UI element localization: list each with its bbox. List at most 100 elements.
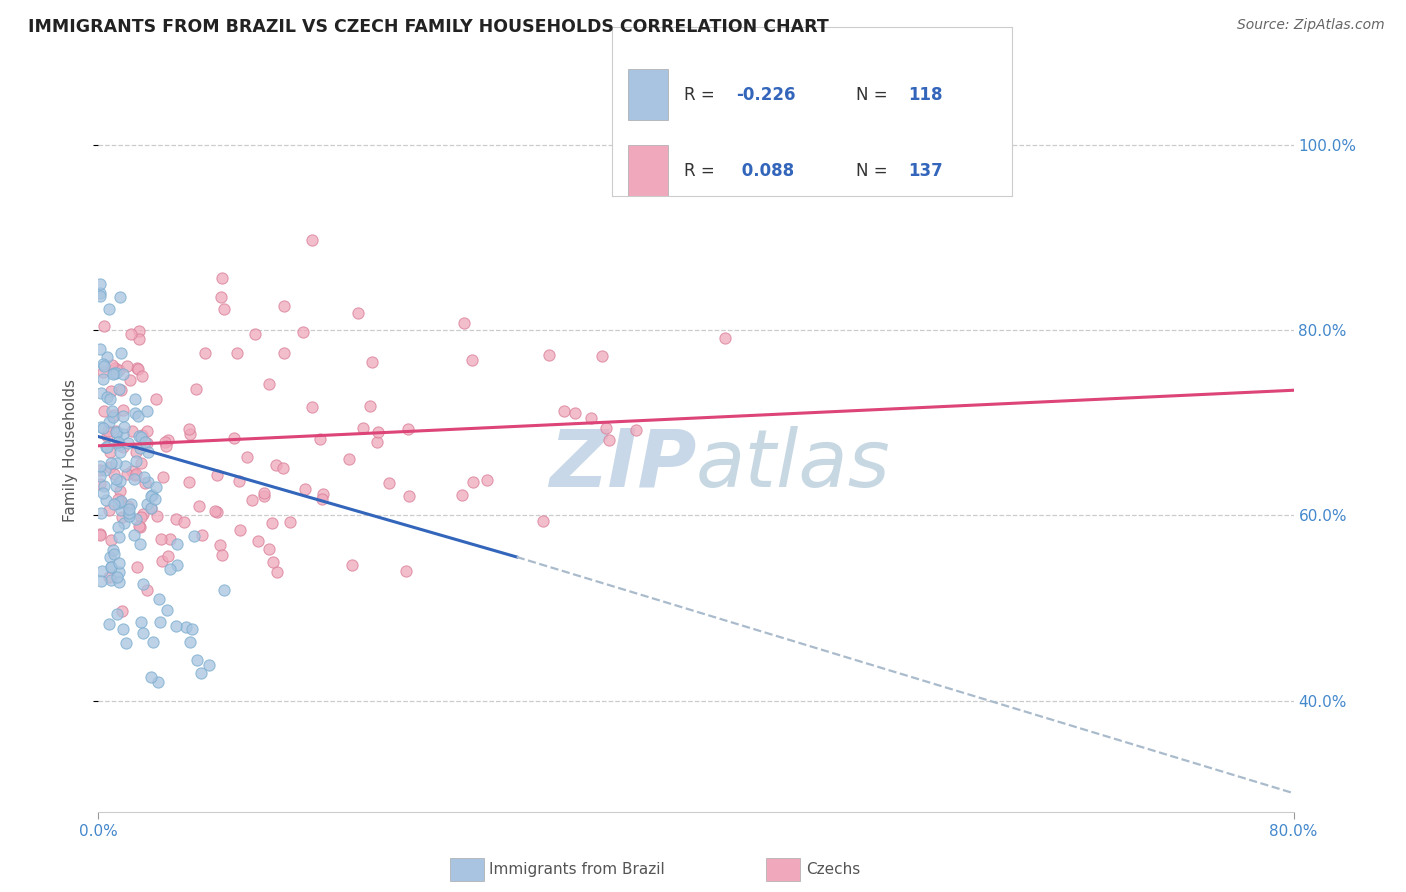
Point bbox=[89, 342, 111, 356]
Point bbox=[100, 560, 122, 574]
Point bbox=[139, 670, 162, 684]
Point bbox=[112, 420, 135, 434]
Point bbox=[105, 456, 128, 470]
Point bbox=[108, 530, 131, 544]
Point bbox=[117, 499, 139, 513]
Point bbox=[177, 475, 200, 489]
Point bbox=[98, 444, 121, 458]
Point bbox=[120, 373, 142, 387]
Point bbox=[166, 558, 188, 572]
Point bbox=[124, 392, 146, 406]
Point bbox=[311, 491, 333, 506]
Point bbox=[260, 516, 283, 531]
Point bbox=[312, 486, 335, 500]
Point bbox=[111, 403, 134, 417]
Point bbox=[93, 359, 115, 374]
Point bbox=[134, 476, 156, 491]
Point bbox=[141, 500, 163, 515]
Point bbox=[91, 365, 114, 379]
Point bbox=[124, 405, 146, 419]
Point bbox=[129, 510, 152, 524]
Point bbox=[96, 440, 118, 454]
Point bbox=[108, 290, 131, 304]
Point bbox=[186, 653, 208, 667]
Text: R =: R = bbox=[683, 161, 720, 180]
Point bbox=[103, 467, 125, 482]
Point bbox=[118, 502, 141, 516]
Point bbox=[103, 547, 125, 561]
Point bbox=[127, 409, 149, 423]
Point bbox=[105, 607, 128, 622]
Point bbox=[111, 409, 134, 424]
Point bbox=[131, 368, 153, 383]
Point bbox=[93, 404, 115, 418]
Point bbox=[122, 528, 145, 542]
Point bbox=[352, 421, 374, 435]
Point bbox=[100, 384, 122, 398]
Point bbox=[148, 591, 170, 606]
Point bbox=[129, 430, 152, 444]
Point bbox=[245, 326, 267, 341]
Point bbox=[115, 359, 138, 374]
Point bbox=[98, 392, 121, 407]
Point bbox=[125, 454, 148, 468]
Point bbox=[156, 603, 179, 617]
Point bbox=[117, 508, 139, 523]
Point bbox=[89, 468, 111, 483]
Point bbox=[117, 435, 139, 450]
Point bbox=[145, 392, 167, 406]
Point bbox=[240, 492, 263, 507]
Point bbox=[115, 635, 138, 649]
Point bbox=[229, 523, 252, 537]
Point bbox=[155, 439, 177, 453]
Point bbox=[125, 511, 148, 525]
Point bbox=[107, 565, 129, 579]
Point bbox=[273, 299, 295, 313]
Point bbox=[125, 467, 148, 481]
Text: N =: N = bbox=[856, 161, 893, 180]
Point bbox=[110, 503, 132, 517]
FancyBboxPatch shape bbox=[627, 145, 668, 196]
Point bbox=[90, 506, 112, 520]
Text: IMMIGRANTS FROM BRAZIL VS CZECH FAMILY HOUSEHOLDS CORRELATION CHART: IMMIGRANTS FROM BRAZIL VS CZECH FAMILY H… bbox=[28, 18, 830, 36]
Point bbox=[104, 360, 127, 375]
Point bbox=[129, 441, 152, 455]
Point bbox=[91, 486, 114, 500]
Text: Czechs: Czechs bbox=[806, 863, 860, 877]
Point bbox=[262, 555, 284, 569]
Point bbox=[136, 445, 159, 459]
Point bbox=[152, 470, 174, 484]
Point bbox=[97, 569, 120, 583]
Point bbox=[93, 478, 115, 492]
Point bbox=[111, 604, 134, 618]
Point bbox=[89, 458, 111, 473]
Point bbox=[208, 538, 231, 552]
Point bbox=[222, 431, 245, 445]
Text: N =: N = bbox=[856, 86, 893, 103]
Point bbox=[89, 476, 111, 491]
FancyBboxPatch shape bbox=[627, 70, 668, 120]
Point bbox=[228, 475, 250, 489]
Point bbox=[108, 382, 131, 396]
Point bbox=[100, 533, 122, 547]
Point bbox=[107, 434, 129, 449]
Point bbox=[581, 411, 603, 425]
Point bbox=[98, 460, 121, 475]
Point bbox=[111, 510, 134, 524]
Point bbox=[105, 472, 128, 486]
Text: -0.226: -0.226 bbox=[735, 86, 796, 103]
Point bbox=[110, 475, 132, 489]
Point bbox=[337, 451, 360, 466]
Point bbox=[395, 565, 418, 579]
Point bbox=[127, 361, 149, 376]
Point bbox=[294, 482, 316, 496]
Point bbox=[125, 560, 148, 574]
Point bbox=[143, 492, 166, 507]
Point bbox=[359, 399, 381, 413]
Point bbox=[94, 463, 117, 477]
Point bbox=[157, 434, 180, 448]
Point bbox=[366, 435, 388, 450]
Point bbox=[141, 487, 163, 501]
Point bbox=[121, 465, 143, 479]
Point bbox=[107, 492, 129, 507]
